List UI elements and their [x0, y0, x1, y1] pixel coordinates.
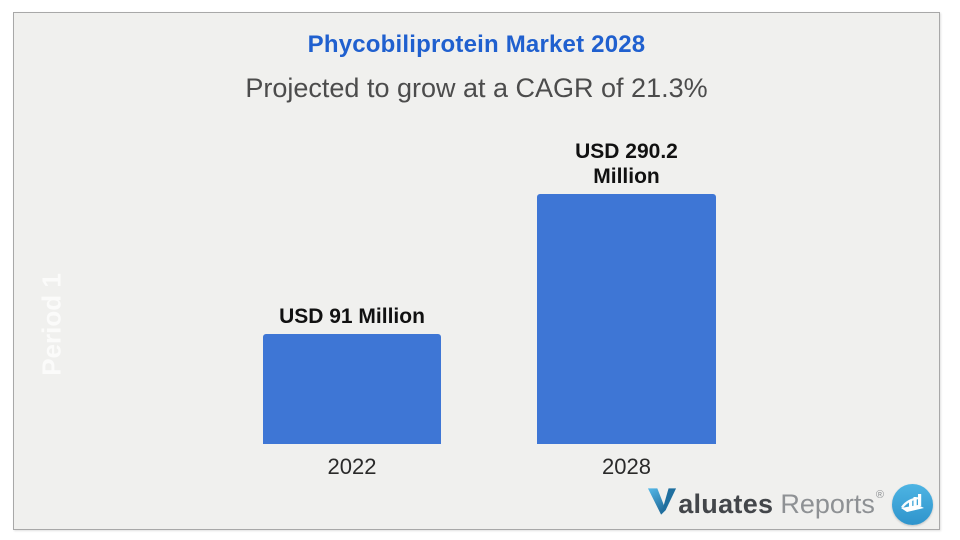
registered-trademark: ® — [875, 489, 884, 501]
bar-value-label-2028: USD 290.2 Million — [575, 140, 678, 188]
valuates-logo: aluates Reports ® — [647, 482, 933, 526]
logo-name-text: aluates — [678, 488, 774, 519]
plot-area: USD 91 Million 2022 USD 290.2 Million 20… — [14, 13, 939, 529]
bar-value-label-2022: USD 91 Million — [279, 305, 425, 328]
bar-group-2022: USD 91 Million 2022 — [263, 305, 441, 479]
bar-2022 — [263, 334, 441, 444]
x-tick-2022: 2022 — [327, 454, 377, 479]
bar-group-2028: USD 290.2 Million 2028 — [537, 140, 716, 479]
bar-2028 — [537, 194, 716, 444]
valuates-v-icon — [648, 487, 677, 515]
logo-reports-text: Reports — [780, 488, 875, 519]
chart-subtitle: Projected to grow at a CAGR of 21.3% — [245, 73, 708, 103]
bar-chart-badge-icon — [892, 483, 933, 525]
chart-title: Phycobiliprotein Market 2028 — [307, 31, 646, 58]
chart-frame: Period 1 Phycobiliprotein Market 2028 Pr… — [13, 12, 940, 530]
x-tick-2028: 2028 — [602, 454, 651, 479]
